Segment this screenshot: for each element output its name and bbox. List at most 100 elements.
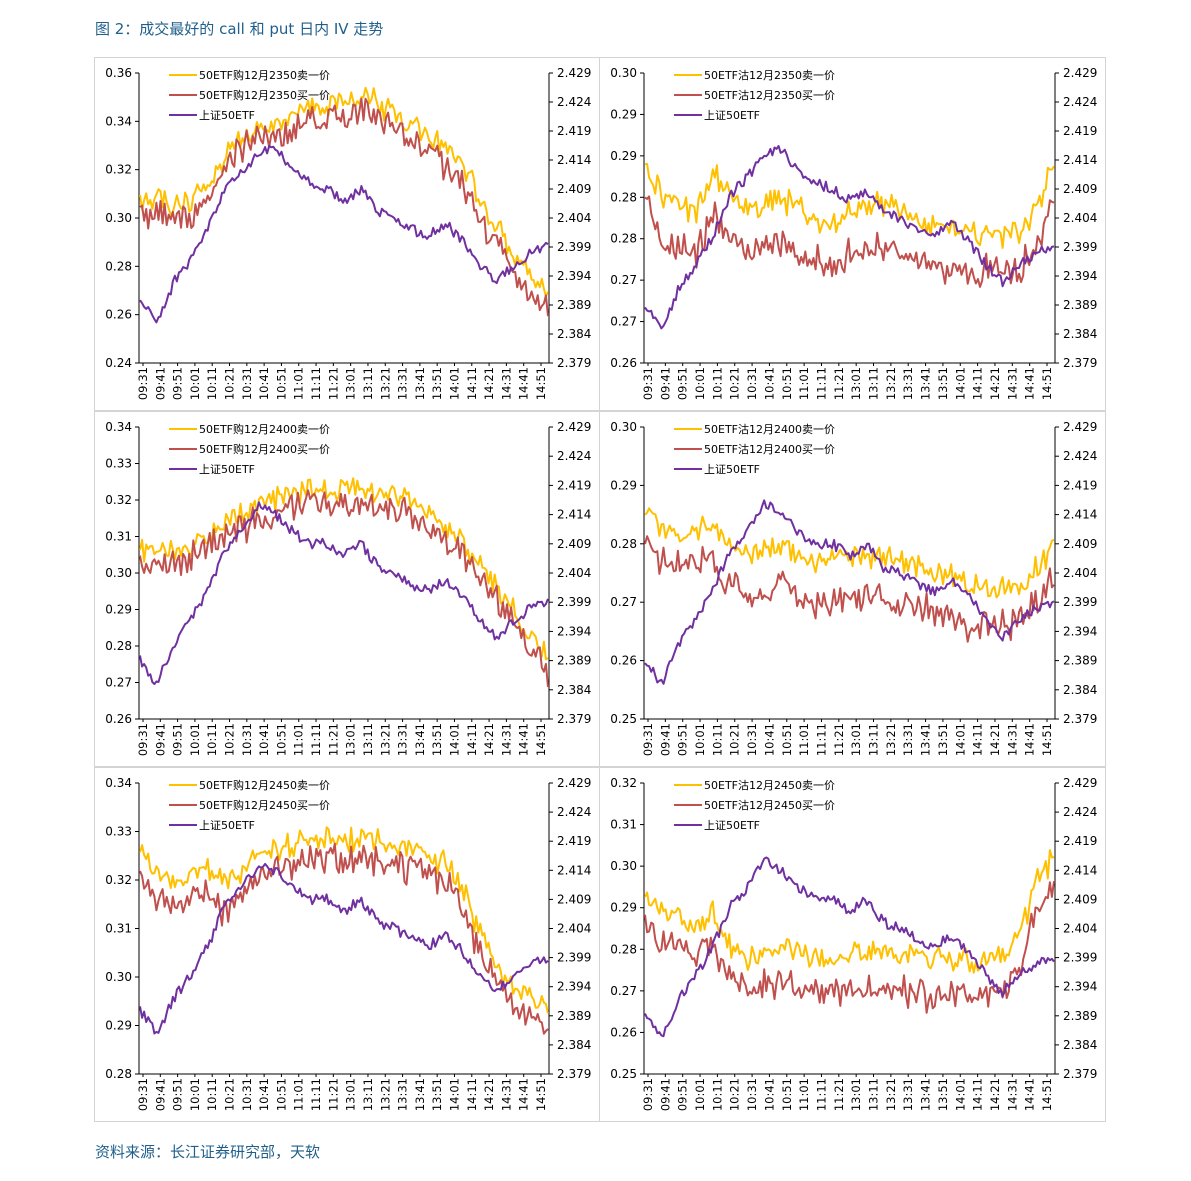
x-tick-label: 13:11: [867, 1078, 881, 1111]
x-tick-label: 13:51: [936, 1078, 950, 1111]
y-left-tick-label: 0.30: [610, 420, 637, 434]
x-tick-label: 13:01: [849, 367, 863, 400]
y-left-tick-label: 0.30: [105, 211, 132, 225]
chart-panel-call-2450: 0.28 0.29 0.30 0.31 0.32 0.33 0.34 2.379 2.384 2.…: [94, 767, 600, 1122]
x-tick-label: 14:31: [499, 723, 513, 756]
y-right-tick-label: 2.404: [1063, 211, 1097, 225]
x-tick-label: 14:11: [971, 1078, 985, 1111]
x-tick-label: 13:11: [867, 367, 881, 400]
x-tick-label: 09:41: [658, 367, 672, 400]
y-left-tick-label: 0.29: [610, 901, 637, 915]
x-tick-label: 13:51: [936, 367, 950, 400]
x-tick-label: 09:41: [153, 1078, 167, 1111]
x-tick-label: 14:41: [517, 367, 531, 400]
x-tick-label: 14:21: [482, 367, 496, 400]
x-tick-label: 14:41: [517, 1078, 531, 1111]
y-right-tick-label: 2.409: [1063, 182, 1097, 196]
x-tick-label: 10:41: [762, 1078, 776, 1111]
series-line-buy: [139, 842, 549, 1035]
x-tick-label: 13:01: [344, 1078, 358, 1111]
y-left-tick-label: 0.34: [105, 776, 132, 790]
x-tick-label: 13:51: [430, 723, 444, 756]
chart-panel-put-2450: 0.25 0.26 0.27 0.28 0.29 0.30 0.31 0.32 2.379 2.3…: [599, 767, 1106, 1122]
y-left-tick-label: 0.33: [105, 825, 132, 839]
series-line-buy: [139, 97, 549, 317]
y-right-tick-label: 2.429: [557, 66, 591, 80]
x-tick-label: 11:21: [832, 367, 846, 400]
x-tick-label: 13:21: [884, 1078, 898, 1111]
y-right-tick-label: 2.399: [1063, 595, 1097, 609]
x-tick-label: 14:31: [499, 367, 513, 400]
y-left-tick-label: 0.31: [610, 818, 637, 832]
x-tick-label: 09:31: [136, 723, 150, 756]
legend-label-index: 上证50ETF: [199, 463, 255, 476]
x-tick-label: 13:31: [901, 367, 915, 400]
x-tick-label: 10:11: [710, 1078, 724, 1111]
x-tick-label: 09:41: [153, 367, 167, 400]
y-right-tick-label: 2.409: [557, 892, 591, 906]
x-tick-label: 11:21: [832, 723, 846, 756]
x-tick-label: 11:01: [292, 1078, 306, 1111]
y-right-tick-label: 2.394: [1063, 269, 1097, 283]
x-tick-label: 13:41: [413, 1078, 427, 1111]
x-tick-label: 10:01: [693, 723, 707, 756]
y-right-tick-label: 2.419: [1063, 478, 1097, 492]
y-right-tick-label: 2.379: [1063, 356, 1097, 370]
x-tick-label: 13:01: [344, 367, 358, 400]
x-tick-label: 10:51: [780, 723, 794, 756]
x-tick-label: 14:31: [1005, 1078, 1019, 1111]
y-left-tick-label: 0.34: [105, 114, 132, 128]
y-right-tick-label: 2.414: [1063, 863, 1097, 877]
y-left-tick-label: 0.33: [105, 457, 132, 471]
x-tick-label: 10:51: [274, 367, 288, 400]
x-tick-label: 09:31: [136, 1078, 150, 1111]
x-tick-label: 14:31: [499, 1078, 513, 1111]
y-left-tick-label: 0.32: [105, 493, 132, 507]
legend-label-index: 上证50ETF: [704, 463, 760, 476]
series-line-sell: [139, 826, 549, 1014]
chart-svg: 0.25 0.26 0.27 0.28 0.29 0.30 0.31 0.32 2.379 2.3…: [610, 776, 1097, 1111]
x-tick-label: 10:21: [728, 1078, 742, 1111]
x-tick-label: 14:21: [482, 723, 496, 756]
chart-panel-call-2400: 0.26 0.27 0.28 0.29 0.30 0.31 0.32 0.33 0.34 2.37…: [94, 411, 600, 767]
y-right-tick-label: 2.404: [557, 211, 591, 225]
y-left-tick-label: 0.26: [610, 1025, 637, 1039]
y-right-tick-label: 2.384: [557, 683, 591, 697]
x-tick-label: 13:21: [884, 367, 898, 400]
x-tick-label: 13:41: [919, 723, 933, 756]
y-left-tick-label: 0.27: [610, 273, 637, 287]
x-tick-label: 14:21: [482, 1078, 496, 1111]
x-tick-label: 13:31: [901, 1078, 915, 1111]
x-tick-label: 14:01: [953, 367, 967, 400]
x-tick-label: 10:01: [188, 723, 202, 756]
y-right-tick-label: 2.419: [1063, 834, 1097, 848]
y-left-tick-label: 0.28: [610, 537, 637, 551]
x-tick-label: 14:41: [1023, 723, 1037, 756]
y-left-tick-label: 0.28: [610, 232, 637, 246]
x-tick-label: 11:11: [814, 367, 828, 400]
y-right-tick-label: 2.409: [1063, 892, 1097, 906]
x-tick-label: 10:11: [205, 723, 219, 756]
x-tick-label: 14:41: [1023, 1078, 1037, 1111]
y-right-tick-label: 2.379: [1063, 1067, 1097, 1081]
x-tick-label: 13:21: [884, 723, 898, 756]
x-tick-label: 09:41: [658, 723, 672, 756]
x-tick-label: 09:41: [153, 723, 167, 756]
y-right-tick-label: 2.389: [557, 298, 591, 312]
x-tick-label: 09:31: [641, 1078, 655, 1111]
y-left-tick-label: 0.30: [105, 970, 132, 984]
x-tick-label: 13:11: [361, 723, 375, 756]
y-left-tick-label: 0.29: [610, 149, 637, 163]
x-tick-label: 13:51: [430, 367, 444, 400]
x-tick-label: 14:51: [1040, 1078, 1054, 1111]
y-left-tick-label: 0.32: [610, 776, 637, 790]
x-tick-label: 14:21: [988, 1078, 1002, 1111]
y-left-tick-label: 0.29: [105, 603, 132, 617]
x-tick-label: 10:01: [693, 1078, 707, 1111]
y-left-tick-label: 0.28: [105, 1067, 132, 1081]
x-tick-label: 09:41: [658, 1078, 672, 1111]
y-right-tick-label: 2.414: [1063, 153, 1097, 167]
y-right-tick-label: 2.379: [1063, 712, 1097, 726]
series-line-sell: [644, 162, 1055, 249]
x-tick-label: 14:31: [1005, 723, 1019, 756]
